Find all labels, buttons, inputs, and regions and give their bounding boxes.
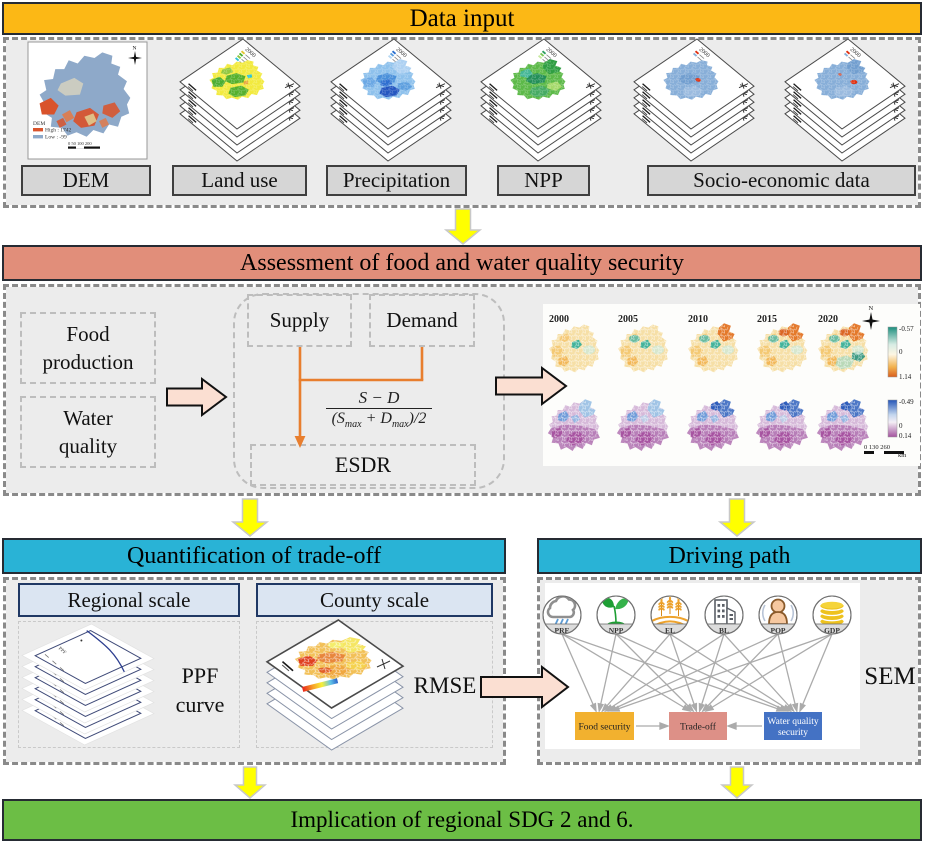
svg-text:GDP: GDP [824, 626, 840, 635]
svg-text:0.14: 0.14 [899, 432, 912, 440]
svg-text:1.14: 1.14 [899, 373, 912, 381]
svg-text:2010: 2010 [688, 314, 708, 325]
svg-text:High : 1742: High : 1742 [45, 128, 72, 134]
svg-text:PRE: PRE [555, 626, 570, 635]
svg-text:2000: 2000 [549, 314, 569, 325]
svg-text:N: N [869, 305, 874, 312]
svg-text:Food security: Food security [579, 723, 631, 733]
svg-text:security: security [778, 728, 808, 738]
svg-text:EL: EL [665, 626, 675, 635]
svg-text:Low : -99: Low : -99 [45, 135, 67, 141]
svg-text:POP: POP [771, 626, 786, 635]
svg-text:BL: BL [719, 626, 729, 635]
svg-text:Trade-off: Trade-off [680, 722, 717, 733]
svg-text:-0.57: -0.57 [899, 325, 914, 333]
svg-text:Water quality: Water quality [767, 717, 818, 727]
svg-text:km: km [898, 452, 906, 459]
svg-text:0 130 260: 0 130 260 [864, 444, 890, 451]
svg-text:PPF: PPF [57, 647, 67, 656]
svg-text:2020: 2020 [818, 314, 838, 325]
svg-text:NPP: NPP [609, 626, 624, 635]
svg-text:DEM: DEM [33, 121, 45, 127]
svg-text:2015: 2015 [757, 314, 777, 325]
svg-text:0: 0 [899, 422, 903, 430]
svg-text:-0.49: -0.49 [899, 398, 914, 406]
svg-text:N: N [133, 46, 137, 52]
svg-text:2005: 2005 [618, 314, 638, 325]
svg-text:0: 0 [899, 348, 903, 356]
svg-text:0 50 100 200: 0 50 100 200 [68, 141, 92, 146]
